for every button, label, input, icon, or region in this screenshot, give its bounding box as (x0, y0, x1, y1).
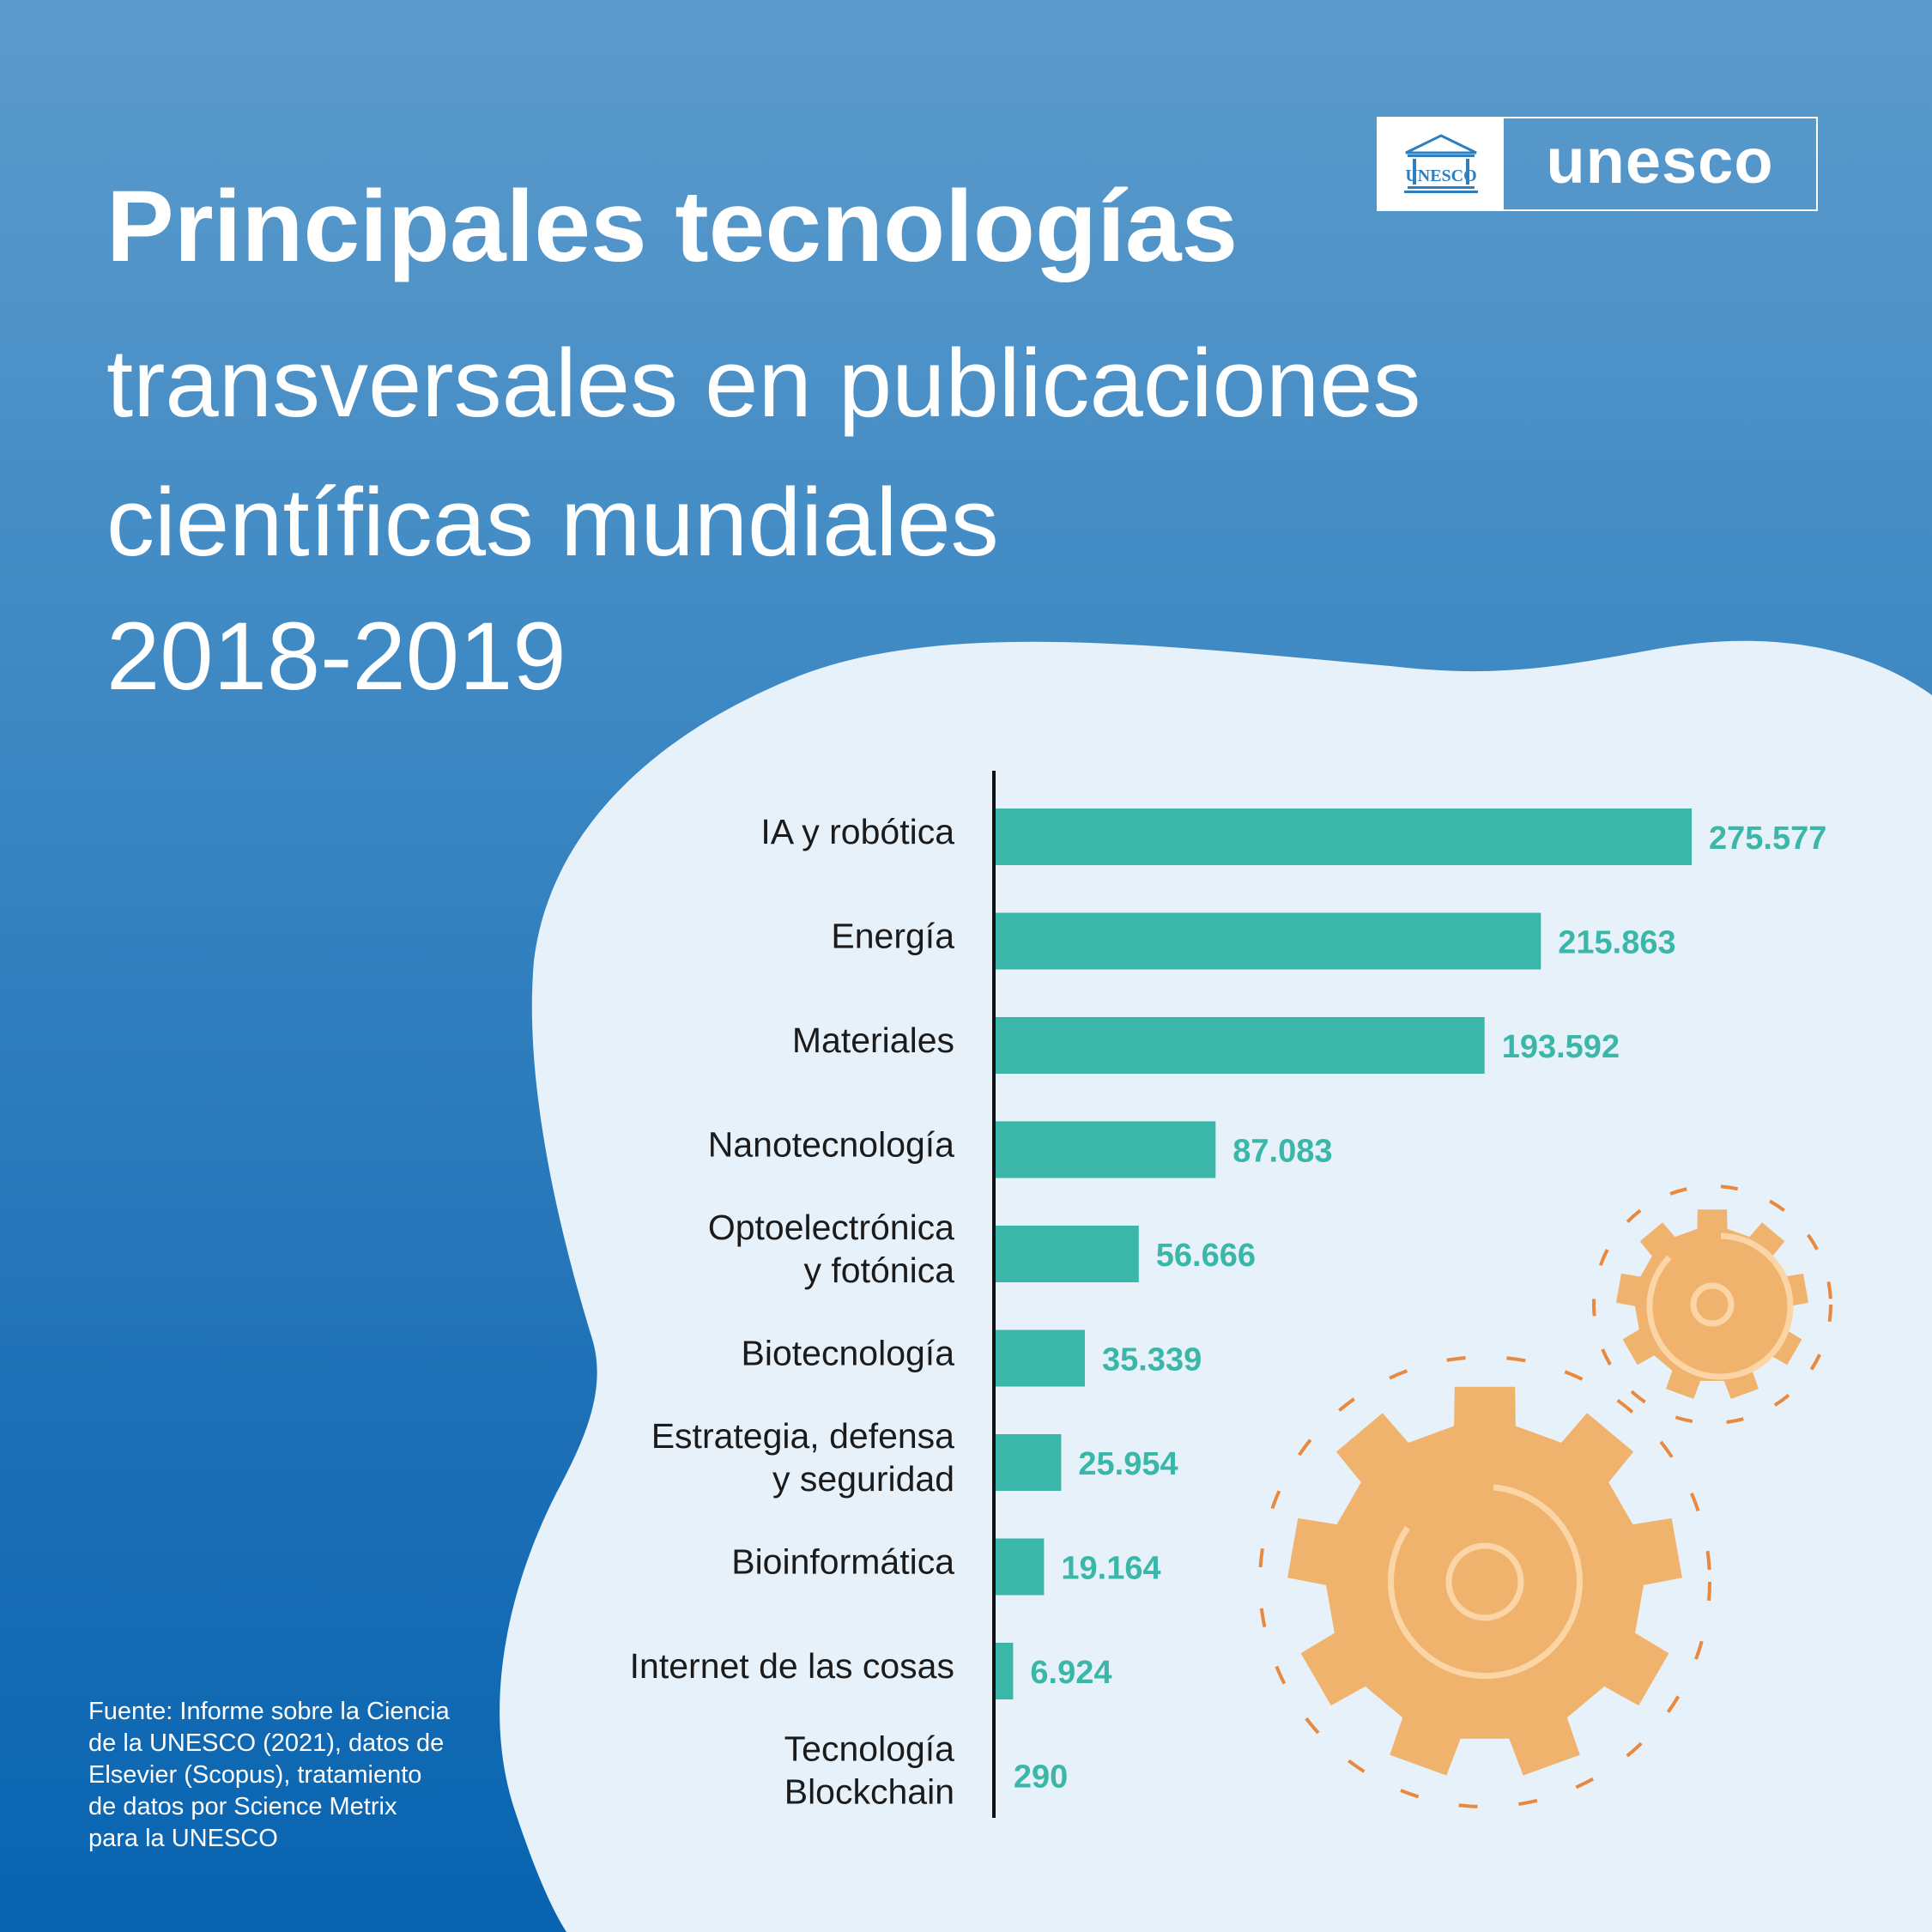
value-label: 215.863 (1558, 925, 1675, 961)
small-gear-icon (1592, 1184, 1832, 1425)
value-label: 19.164 (1061, 1551, 1160, 1587)
category-label: Energía (831, 917, 954, 956)
category-label: y seguridad (772, 1459, 954, 1499)
bar (996, 1226, 1139, 1282)
category-label: Bioinformática (731, 1542, 954, 1582)
bar (996, 1538, 1045, 1596)
category-label: Materiales (792, 1021, 954, 1060)
title-line: transversales en publicaciones (106, 330, 1421, 437)
category-label: IA y robótica (760, 812, 954, 851)
bar (996, 1121, 1216, 1178)
bar (996, 1017, 1485, 1074)
category-label: Biotecnología (742, 1334, 955, 1373)
value-label: 193.592 (1502, 1029, 1620, 1065)
value-label: 6.924 (1030, 1655, 1111, 1691)
category-label: Tecnología (784, 1729, 955, 1769)
bars: 275.577 IA y robótica 215.863 Energía 193.59… (630, 809, 1826, 1812)
temple-emblem-icon: UNESCO (1378, 118, 1504, 209)
value-label: 25.954 (1078, 1446, 1178, 1482)
title-line: científicas mundiales (106, 469, 999, 576)
category-label: Estrategia, defensa (651, 1416, 954, 1456)
category-label: Nanotecnología (708, 1125, 954, 1165)
category-label: y fotónica (804, 1251, 955, 1290)
title-bold: Principales tecnologías (106, 170, 1239, 283)
unesco-logo: UNESCO unesco (1377, 117, 1818, 211)
category-label: Blockchain (784, 1772, 954, 1812)
emblem-text: UNESCO (1405, 167, 1476, 185)
category-label: Internet de las cosas (630, 1646, 954, 1686)
value-label: 290 (1014, 1759, 1068, 1796)
source-note: Fuente: Informe sobre la Ciencia de la U… (88, 1698, 450, 1852)
logo-wordmark: unesco (1504, 118, 1816, 209)
gear-decorations (1258, 1184, 1832, 1808)
bar (996, 1434, 1062, 1491)
wordmark-text: unesco (1546, 124, 1774, 197)
value-label: 275.577 (1709, 821, 1826, 857)
bar (996, 809, 1692, 865)
bar (996, 912, 1541, 970)
value-label: 87.083 (1232, 1134, 1332, 1170)
value-label: 56.666 (1156, 1238, 1256, 1274)
value-label: 35.339 (1102, 1342, 1202, 1378)
bar (996, 1643, 1014, 1699)
bar (996, 1329, 1085, 1387)
title-line: 2018-2019 (106, 603, 566, 710)
category-label: Optoelectrónica (708, 1208, 954, 1247)
large-gear-icon (1258, 1355, 1711, 1808)
